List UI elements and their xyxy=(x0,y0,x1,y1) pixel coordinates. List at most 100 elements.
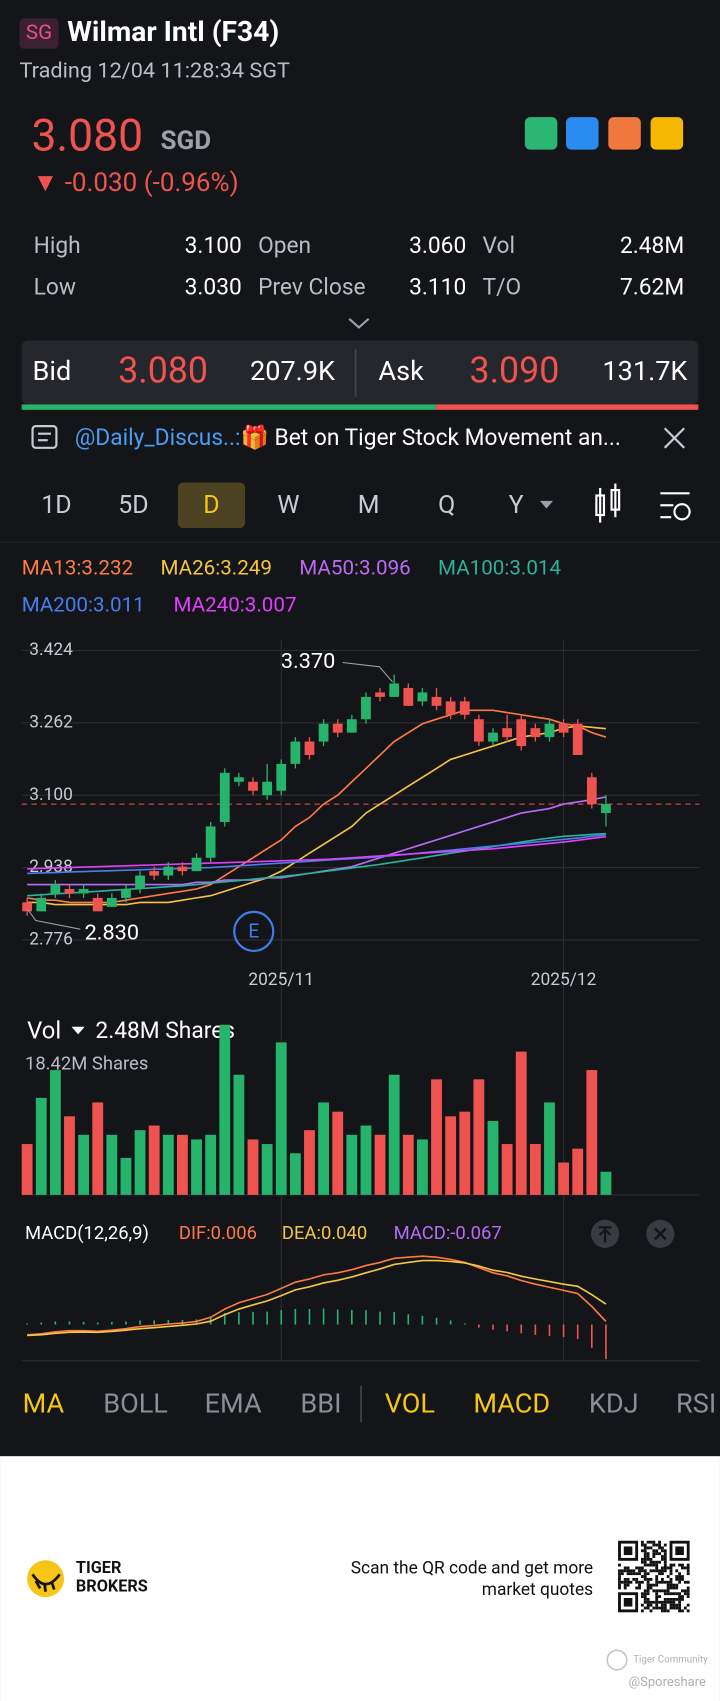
indicator-tab[interactable]: EMA xyxy=(205,1387,262,1419)
volume-bar xyxy=(106,1134,118,1195)
candle-body xyxy=(544,723,555,738)
qr-module xyxy=(683,1580,687,1584)
qr-module xyxy=(669,1566,673,1570)
qr-module xyxy=(686,1569,690,1573)
qr-module xyxy=(640,1580,644,1584)
qr-module xyxy=(655,1583,659,1587)
stat-label: Low xyxy=(34,273,76,300)
candle-body xyxy=(205,826,216,858)
icon[interactable] xyxy=(650,117,684,150)
volume-bar xyxy=(600,1171,612,1195)
ticker[interactable]: @Daily_Discus..:🎁 Bet on Tiger Stock Mov… xyxy=(75,424,621,451)
indicator-tab[interactable]: RSI xyxy=(676,1387,716,1419)
period-tab[interactable]: D xyxy=(203,491,219,520)
indicator-tabs[interactable]: MA BOLL EMA BBI VOL MACD KDJ RSI xyxy=(23,1387,717,1419)
dropdown-caret[interactable] xyxy=(71,1026,85,1035)
qr-module xyxy=(672,1606,676,1610)
qr-module xyxy=(629,1580,633,1584)
dropdown-caret[interactable] xyxy=(539,500,553,509)
qr-module xyxy=(669,1569,673,1573)
candle-body xyxy=(389,683,400,697)
qr-module xyxy=(678,1595,682,1598)
volume-bar xyxy=(416,1139,428,1195)
qr-module xyxy=(640,1603,644,1607)
dif-line xyxy=(27,1255,607,1336)
qr-module xyxy=(652,1552,656,1556)
qr-module xyxy=(666,1583,670,1587)
qr-module xyxy=(663,1600,667,1604)
candle-body xyxy=(516,719,527,747)
indicator-tab[interactable]: MACD xyxy=(473,1387,550,1419)
qr-module xyxy=(618,1575,621,1578)
pin-icon[interactable] xyxy=(598,1226,612,1243)
indicator-tab[interactable]: BOLL xyxy=(103,1387,168,1419)
candle-settings-icon[interactable] xyxy=(595,483,621,523)
icon[interactable] xyxy=(566,117,599,150)
legend-entry: MA200:3.011 xyxy=(22,594,145,618)
indicator-tab[interactable]: KDJ xyxy=(589,1387,639,1419)
feature-icons[interactable] xyxy=(524,117,684,150)
qr-module xyxy=(646,1552,650,1556)
volume-label[interactable]: Vol xyxy=(27,1017,61,1045)
indicator-tab[interactable]: VOL xyxy=(385,1387,435,1419)
close-icon[interactable] xyxy=(654,1227,667,1241)
qr-module xyxy=(681,1609,684,1613)
qr-module xyxy=(669,1580,673,1584)
qr-module xyxy=(663,1592,667,1596)
indicator-tab[interactable]: MA xyxy=(23,1387,65,1419)
qr-module xyxy=(663,1563,667,1567)
footer-background xyxy=(0,1456,720,1701)
earnings-marker[interactable] xyxy=(233,910,275,952)
period-tabs[interactable]: 1D 5D D W M Q Y xyxy=(41,482,524,529)
dea-line xyxy=(27,1259,607,1337)
volume-bar xyxy=(275,1042,287,1195)
qr-module xyxy=(666,1597,670,1601)
ticker-user[interactable]: @Daily_Discus..: xyxy=(75,424,241,451)
period-tab[interactable]: M xyxy=(358,491,380,520)
qr-finder xyxy=(618,1592,639,1613)
qr-module xyxy=(643,1560,647,1564)
candle-body xyxy=(375,692,385,697)
qr-module xyxy=(646,1577,650,1581)
qr-module xyxy=(655,1600,659,1604)
volume-bar xyxy=(78,1134,90,1195)
chart-settings-icon[interactable] xyxy=(660,492,691,521)
qr-module xyxy=(678,1577,682,1581)
qr-module xyxy=(626,1577,630,1581)
volume-bar xyxy=(233,1074,245,1195)
icon-part[interactable] xyxy=(673,503,691,521)
close-ticker[interactable] xyxy=(663,427,685,449)
period-tab[interactable]: Q xyxy=(438,491,455,520)
icon[interactable] xyxy=(608,117,641,150)
expand-chevron[interactable] xyxy=(348,317,370,329)
earnings-marker-label[interactable]: E xyxy=(248,920,259,943)
qr-module xyxy=(649,1586,653,1590)
qr-module xyxy=(669,1606,673,1610)
qr-module xyxy=(681,1577,684,1581)
qr-module xyxy=(655,1603,659,1607)
qr-module xyxy=(655,1592,659,1596)
candle-body xyxy=(332,723,343,733)
period-tab[interactable]: 5D xyxy=(118,491,148,520)
qr-module xyxy=(626,1566,630,1570)
indicator-tab[interactable]: BBI xyxy=(300,1387,341,1419)
tiger-logo-stripes xyxy=(31,1573,61,1592)
icon[interactable] xyxy=(524,117,558,150)
qr-module xyxy=(658,1580,661,1584)
period-tab[interactable]: W xyxy=(277,491,299,520)
period-tab[interactable]: Y xyxy=(509,491,524,520)
qr-module xyxy=(646,1555,650,1558)
ticker-text[interactable]: 🎁 Bet on Tiger Stock Movement an... xyxy=(241,424,621,451)
qr-finder xyxy=(669,1540,690,1561)
active-tab-bg[interactable] xyxy=(177,482,246,529)
candle-body xyxy=(445,701,456,715)
volume-bar xyxy=(402,1134,414,1195)
period-tab[interactable]: 1D xyxy=(41,491,71,520)
qr-finder xyxy=(623,1546,633,1556)
candle-body xyxy=(163,866,174,876)
qr-module xyxy=(678,1572,682,1576)
stat-value: 3.100 xyxy=(185,232,242,259)
candle-body xyxy=(488,732,498,742)
candle-body xyxy=(502,728,512,738)
qr-module xyxy=(623,1580,627,1584)
